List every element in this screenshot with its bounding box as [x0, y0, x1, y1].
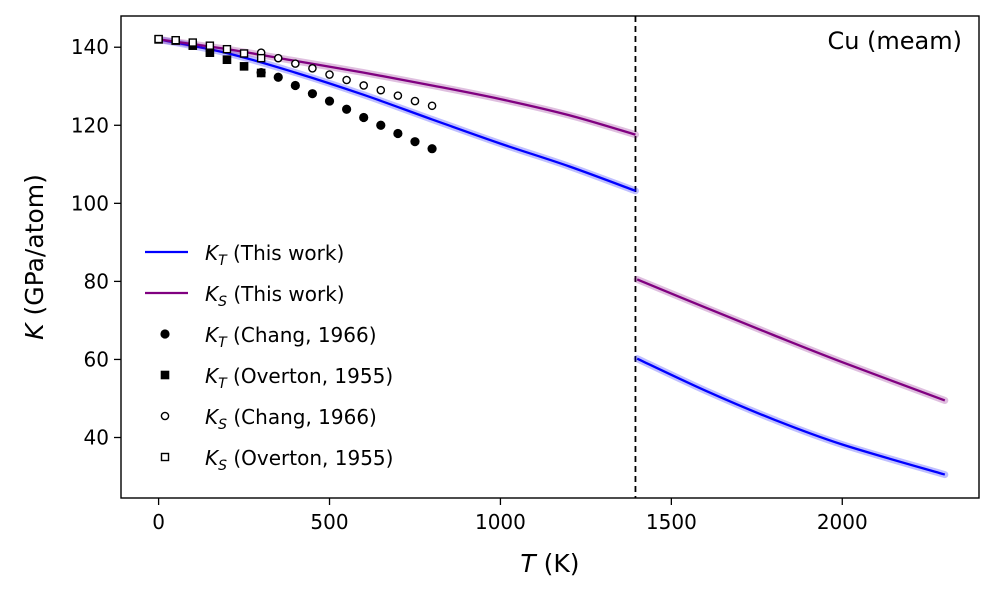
series-4-point-9 [410, 96, 420, 106]
legend-swatch-2 [160, 329, 170, 339]
legend-label-1: KS (This work) [205, 282, 345, 310]
legend-label-4: KS (Chang, 1966) [205, 405, 377, 433]
series-1-line-1 [636, 278, 946, 402]
series-0-band-1 [633, 355, 949, 479]
series-2-point-3 [307, 89, 318, 99]
series-2-point-1 [273, 72, 283, 82]
series-4-point-1 [273, 53, 283, 63]
y-axis-label: K (GPa/atom) [20, 174, 49, 340]
series-2-point-5 [342, 104, 352, 114]
legend-label-5: KS (Overton, 1955) [205, 446, 393, 474]
series-1-line-0 [158, 38, 636, 136]
series-0-line-0 [158, 38, 636, 192]
chart-annotation: Cu (meam) [827, 27, 962, 55]
x-tick-label-1: 500 [310, 510, 348, 534]
series-4-point-10 [427, 101, 437, 111]
x-tick-label-4: 2000 [817, 510, 868, 534]
series-4-point-2 [291, 59, 300, 68]
series-2-point-7 [376, 120, 386, 130]
legend-label-2: KT (Chang, 1966) [205, 323, 377, 351]
x-tick-label-3: 1500 [646, 510, 697, 534]
legend: KT (This work) KS (This work) KT (Chang, 1… [145, 241, 393, 474]
series-5-point-0 [154, 34, 163, 44]
series-5-point-4 [222, 44, 232, 54]
series-4-point-6 [359, 81, 369, 90]
series-3-point-3 [205, 48, 215, 57]
x-tick-label-0: 0 [152, 510, 165, 534]
series-4-point-8 [393, 91, 403, 100]
series-4-point-3 [308, 63, 317, 73]
series-2-point-2 [290, 80, 300, 91]
y-tick-label-2: 80 [84, 269, 109, 293]
series-3-point-5 [239, 62, 249, 71]
series-2-point-4 [324, 96, 335, 106]
series-5-point-2 [188, 38, 197, 47]
x-tick-label-2: 1000 [475, 510, 526, 534]
series-2-point-10 [427, 144, 437, 154]
y-tick-label-0: 40 [84, 426, 109, 450]
series-5-point-6 [256, 53, 266, 63]
plot-frame [120, 15, 980, 499]
x-axis-label: T (K) [520, 549, 579, 578]
y-tick-label-3: 100 [71, 191, 109, 215]
axis-ticks: 0 500 1000 1500 2000 40 60 80 100 120 140 [71, 35, 868, 534]
series-2-point-6 [359, 112, 369, 123]
series-2-point-8 [393, 128, 403, 139]
legend-swatch-5 [160, 452, 170, 462]
series-3-point-4 [222, 55, 232, 65]
series-0-line-1 [636, 357, 946, 476]
legend-label-0: KT (This work) [205, 241, 344, 269]
legend-swatch-3 [160, 370, 170, 380]
series-3-point-6 [256, 68, 266, 78]
plot-area [154, 16, 949, 498]
series-4-point-7 [376, 85, 386, 95]
series-2-point-9 [410, 137, 420, 147]
y-tick-label-1: 60 [84, 347, 109, 371]
series-4-point-4 [325, 70, 334, 79]
legend-swatch-4 [160, 411, 170, 421]
series-5-point-3 [205, 41, 215, 50]
y-tick-label-4: 120 [71, 113, 109, 137]
series-4-point-5 [342, 75, 351, 85]
series-5-point-1 [171, 35, 180, 45]
y-tick-label-5: 140 [71, 35, 109, 59]
legend-label-3: KT (Overton, 1955) [205, 364, 393, 392]
series-5-point-5 [239, 49, 249, 58]
